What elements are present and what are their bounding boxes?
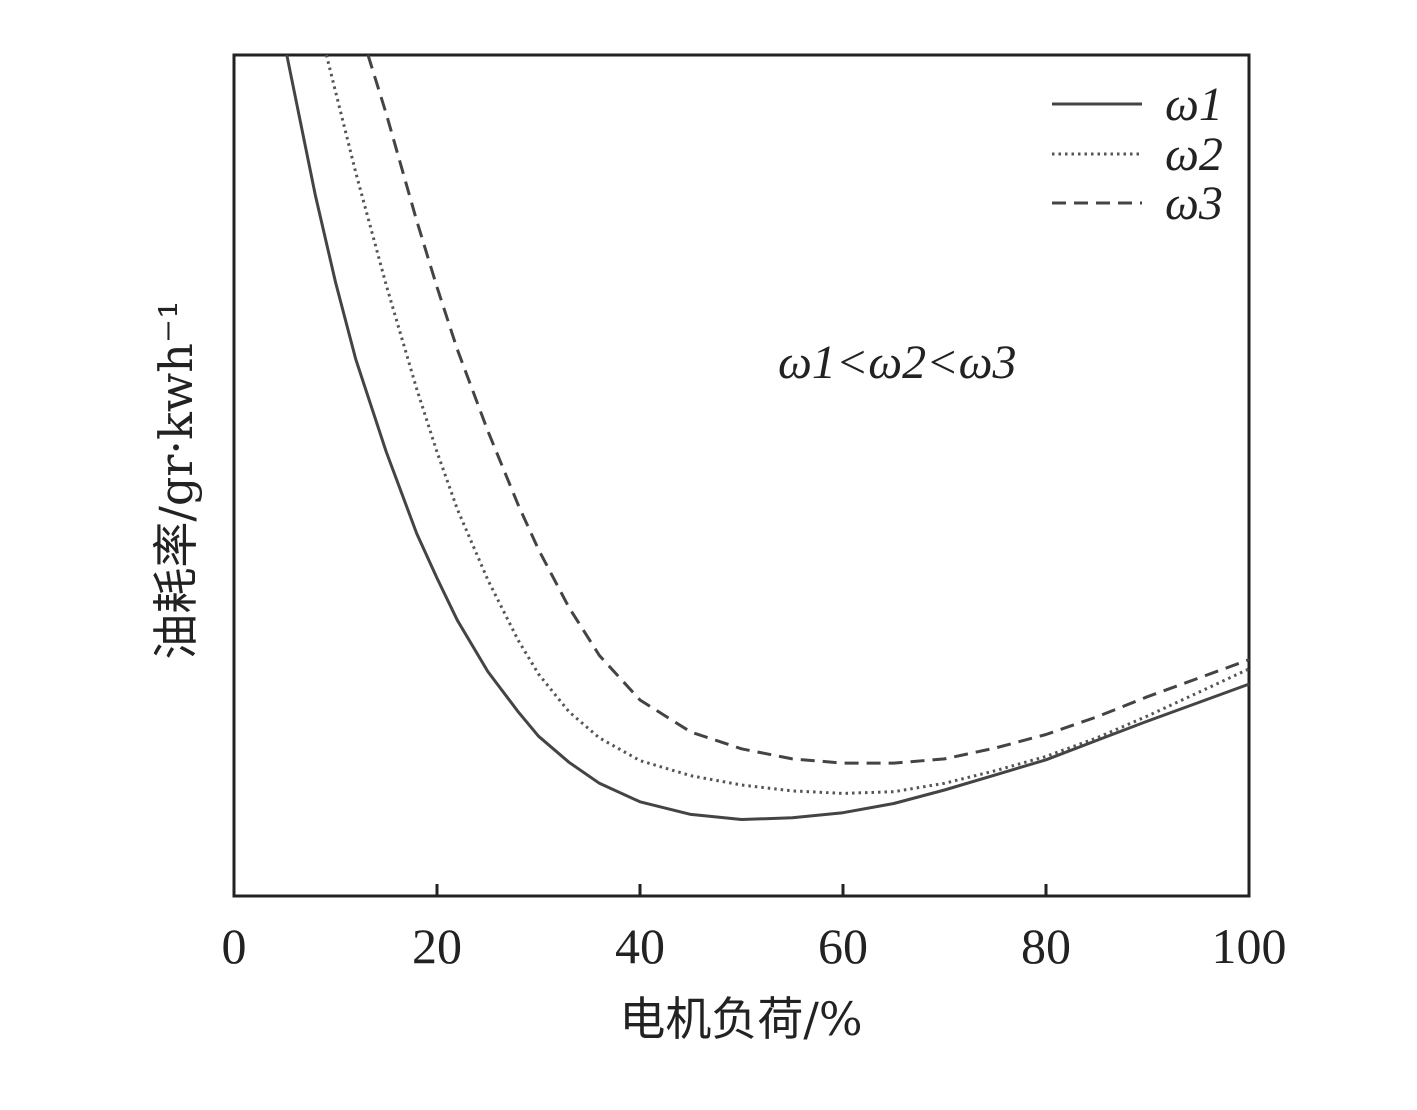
x-tick-label: 80 [1021,918,1071,974]
x-tick-label: 40 [615,918,665,974]
legend-label-3: ω3 [1165,177,1223,230]
series-line-1 [285,54,1250,821]
x-tick-label: 0 [222,918,247,974]
plot-area: 0 20 40 60 80 100 [222,53,1287,974]
x-axis-label: 电机负荷/% [619,992,862,1046]
series-group [285,54,1250,821]
series-line-2 [324,54,1250,795]
x-tick-label: 60 [818,918,868,974]
x-tick-label: 20 [412,918,462,974]
x-ticks: 0 20 40 60 80 100 [222,884,1287,974]
legend-label-2: ω2 [1165,128,1223,181]
legend-label-1: ω1 [1165,78,1223,131]
x-tick-label: 100 [1212,918,1287,974]
annotation-text: ω1<ω2<ω3 [778,336,1016,389]
series-line-3 [366,54,1250,765]
y-axis-label: 油耗率/gr·kwh⁻¹ [149,300,203,659]
plot-frame [232,53,1251,898]
